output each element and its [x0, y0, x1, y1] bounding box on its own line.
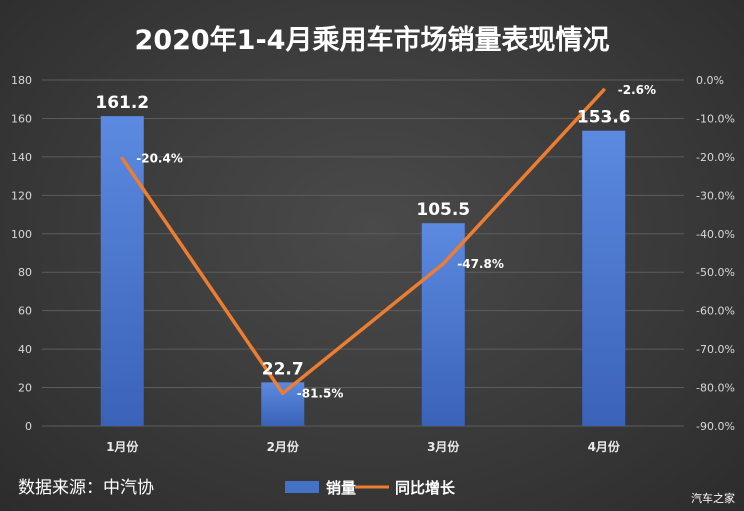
bar-value-label: 161.2 [95, 93, 149, 113]
source-note: 数据来源：中汽协 [18, 478, 154, 498]
bar [421, 223, 465, 426]
right-tick-label: -80.0% [696, 382, 735, 395]
left-tick-label: 0 [25, 420, 32, 433]
line-value-label: -2.6% [618, 83, 656, 97]
line-data-labels: -20.4% -81.5% -47.8% -2.6% [136, 83, 656, 400]
category-label: 3月份 [427, 439, 460, 454]
chart-title: 2020年1-4月乘用车市场销量表现情况 [135, 24, 610, 56]
right-tick-label: -90.0% [696, 420, 735, 433]
line-point [602, 88, 606, 92]
left-tick-label: 160 [11, 112, 32, 125]
bar [582, 130, 626, 426]
right-tick-label: -20.0% [696, 151, 735, 164]
left-tick-label: 180 [11, 74, 32, 87]
left-tick-label: 80 [18, 266, 32, 279]
bar-value-label: 22.7 [262, 359, 304, 379]
right-tick-label: -10.0% [696, 112, 735, 125]
right-tick-label: -30.0% [696, 189, 735, 202]
line-series [120, 88, 606, 396]
left-tick-label: 100 [11, 228, 32, 241]
legend-bar-label: 销量 [326, 479, 356, 497]
watermark: 汽车之家 [691, 491, 735, 505]
legend: 销量 同比增长 [285, 479, 456, 497]
line-point [441, 262, 445, 266]
right-tick-label: 0.0% [696, 74, 724, 87]
line-point [281, 391, 285, 395]
line-value-label: -47.8% [457, 257, 504, 271]
left-tick-label: 140 [11, 151, 32, 164]
right-tick-label: -40.0% [696, 228, 735, 241]
legend-line-label: 同比增长 [395, 479, 456, 497]
bar-value-label: 105.5 [416, 200, 470, 220]
category-label: 1月份 [106, 439, 139, 454]
right-tick-label: -60.0% [696, 305, 735, 318]
left-tick-label: 60 [18, 305, 32, 318]
bar-value-label: 153.6 [577, 108, 631, 128]
left-tick-label: 40 [18, 343, 32, 356]
line-value-label: -20.4% [136, 151, 183, 165]
bar [100, 116, 144, 426]
line-value-label: -81.5% [297, 386, 344, 400]
left-tick-label: 20 [18, 382, 32, 395]
category-label: 2月份 [267, 439, 300, 454]
growth-line [120, 88, 606, 396]
bar-data-labels: 161.2 22.7 105.5 153.6 [95, 93, 630, 379]
right-tick-label: -70.0% [696, 343, 735, 356]
right-axis: 0.0% -10.0% -20.0% -30.0% -40.0% -50.0% -60.0%… [696, 74, 735, 433]
right-tick-label: -50.0% [696, 266, 735, 279]
bar [261, 382, 305, 426]
bar-series [100, 116, 626, 426]
category-axis: 1月份 2月份 3月份 4月份 [106, 439, 621, 454]
left-tick-label: 120 [11, 189, 32, 202]
category-label: 4月份 [588, 439, 621, 454]
line-point [120, 156, 124, 160]
legend-bar-swatch [285, 481, 319, 493]
left-axis: 0 20 40 60 80 100 120 140 160 180 [11, 74, 32, 433]
